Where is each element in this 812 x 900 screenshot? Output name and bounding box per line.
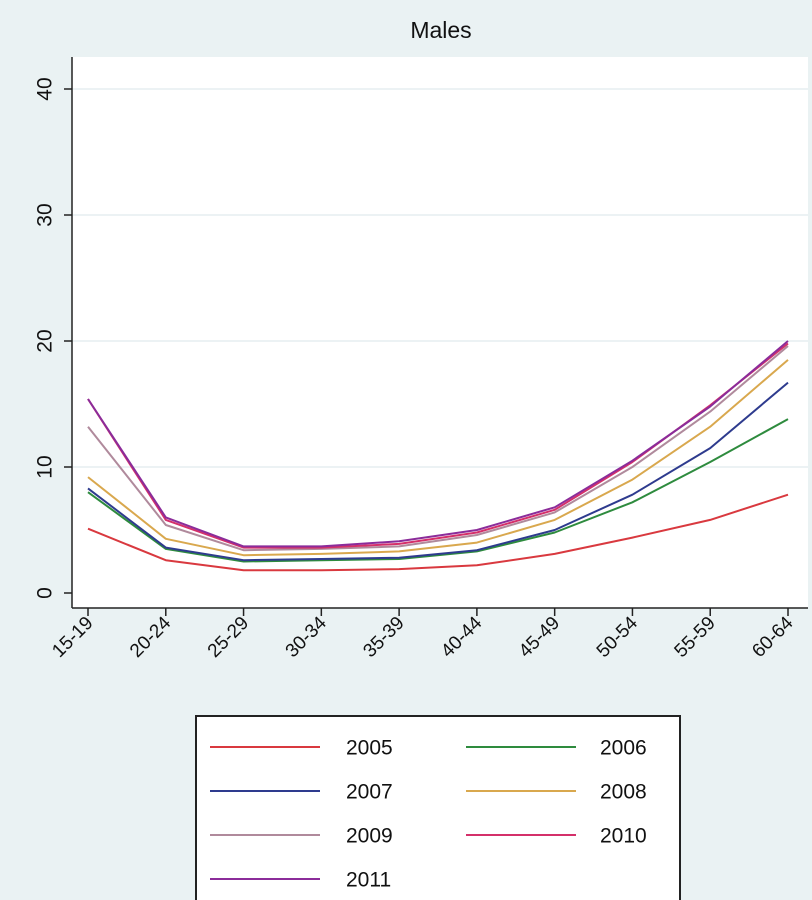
y-tick-label: 20	[33, 329, 56, 352]
x-tick-label: 30-34	[282, 612, 332, 662]
y-tick-label: 0	[33, 587, 56, 599]
x-tick-label: 60-64	[748, 612, 798, 662]
x-tick-label: 50-54	[593, 612, 643, 662]
x-tick-label: 20-24	[126, 612, 176, 662]
legend-label: 2005	[346, 736, 393, 759]
legend-label: 2007	[346, 780, 393, 803]
y-tick-label: 30	[33, 203, 56, 226]
series-line-2006	[87, 418, 789, 563]
plot-background	[72, 57, 808, 608]
series-line-2008	[87, 359, 789, 557]
y-tick-label: 10	[33, 455, 56, 478]
series-line-2007	[87, 381, 789, 562]
chart-title: Males	[410, 17, 471, 43]
legend-label: 2010	[600, 824, 647, 847]
plot-area: 0 10 20 30 40 15-19 20-24 25-29 30-34 35-39 40-44 4…	[33, 57, 808, 662]
x-tick-label: 40-44	[437, 612, 487, 662]
legend-label: 2006	[600, 736, 647, 759]
x-tick-label: 35-39	[359, 613, 408, 662]
x-tick-label: 25-29	[204, 613, 253, 662]
x-tick-label: 45-49	[515, 613, 564, 662]
x-tick-label: 55-59	[671, 613, 720, 662]
series-line-2009	[87, 345, 789, 552]
series-line-2011	[87, 340, 789, 548]
series-line-2005	[87, 493, 789, 572]
legend-label: 2011	[346, 868, 391, 891]
y-tick-label: 40	[33, 77, 56, 100]
legend: 2005 2006 2007 2008 2009 2010 2011	[195, 715, 681, 900]
legend-label: 2009	[346, 824, 393, 847]
legend-label: 2008	[600, 780, 647, 803]
x-tick-label: 15-19	[48, 613, 97, 662]
